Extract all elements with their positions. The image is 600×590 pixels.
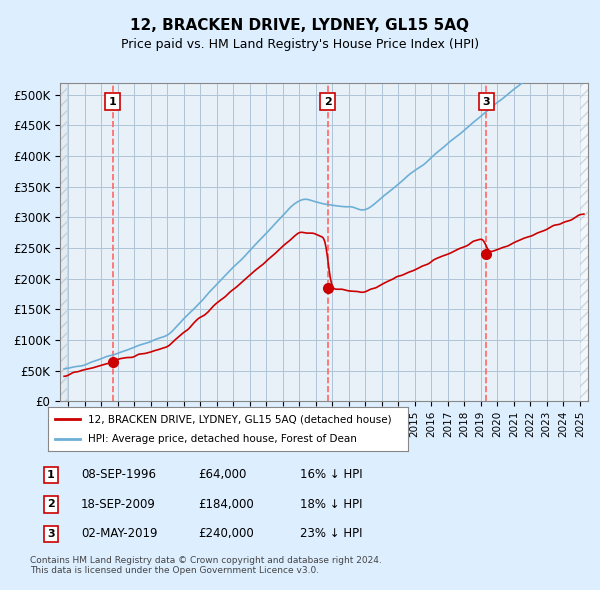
Text: HPI: Average price, detached house, Forest of Dean: HPI: Average price, detached house, Fore… <box>88 434 356 444</box>
Bar <box>60 83 67 401</box>
Text: 18% ↓ HPI: 18% ↓ HPI <box>300 498 362 511</box>
Bar <box>580 83 588 401</box>
Text: 12, BRACKEN DRIVE, LYDNEY, GL15 5AQ: 12, BRACKEN DRIVE, LYDNEY, GL15 5AQ <box>131 18 470 32</box>
Text: 3: 3 <box>47 529 55 539</box>
Text: 3: 3 <box>482 97 490 107</box>
Text: £184,000: £184,000 <box>198 498 254 511</box>
Text: 16% ↓ HPI: 16% ↓ HPI <box>300 468 362 481</box>
Text: Price paid vs. HM Land Registry's House Price Index (HPI): Price paid vs. HM Land Registry's House … <box>121 38 479 51</box>
Bar <box>60 83 67 401</box>
Text: 1: 1 <box>47 470 55 480</box>
Text: 02-MAY-2019: 02-MAY-2019 <box>81 527 157 540</box>
Text: 1: 1 <box>109 97 116 107</box>
Text: 12, BRACKEN DRIVE, LYDNEY, GL15 5AQ (detached house): 12, BRACKEN DRIVE, LYDNEY, GL15 5AQ (det… <box>88 415 391 424</box>
Text: £240,000: £240,000 <box>198 527 254 540</box>
Text: 18-SEP-2009: 18-SEP-2009 <box>81 498 156 511</box>
Text: 2: 2 <box>324 97 332 107</box>
Text: Contains HM Land Registry data © Crown copyright and database right 2024.
This d: Contains HM Land Registry data © Crown c… <box>30 556 382 575</box>
Text: 23% ↓ HPI: 23% ↓ HPI <box>300 527 362 540</box>
Text: 08-SEP-1996: 08-SEP-1996 <box>81 468 156 481</box>
Text: £64,000: £64,000 <box>198 468 247 481</box>
Text: 2: 2 <box>47 500 55 509</box>
